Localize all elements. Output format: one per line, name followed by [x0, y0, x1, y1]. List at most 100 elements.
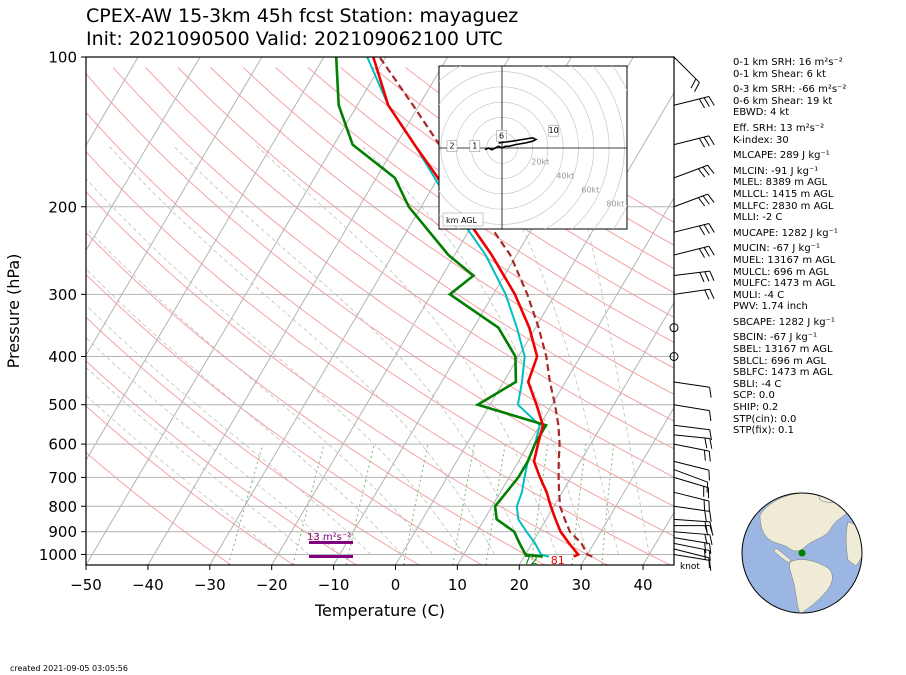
mixing-ratio-line: [452, 443, 475, 565]
isotherm: [86, 57, 325, 462]
x-tick-label: −10: [318, 576, 350, 594]
sounding-index: MUCAPE: 1282 J kg⁻¹: [733, 227, 838, 239]
sounding-index: MLCAPE: 289 J kg⁻¹: [733, 150, 830, 162]
wind-barbs: [669, 56, 715, 571]
sounding-index: MULFC: 1473 m AGL: [733, 278, 836, 290]
moist-adiabats: [86, 144, 650, 555]
wind-barb: [673, 95, 715, 109]
hodograph-trace: [484, 136, 538, 151]
station-marker: [798, 549, 806, 557]
wind-barb: [673, 164, 715, 179]
chart-title: CPEX-AW 15-3km 45h fcst Station: mayague…: [86, 5, 518, 51]
dry-adiabat: [86, 191, 608, 565]
dry-adiabat: [86, 111, 674, 537]
hodograph-height-label: 6: [496, 130, 507, 142]
moist-adiabat: [86, 268, 403, 555]
moist-adiabat: [86, 337, 341, 555]
sounding-index: MLCIN: -91 J kg⁻¹: [733, 165, 819, 177]
isotherm: [147, 57, 449, 565]
srh-bar: [309, 541, 353, 544]
sounding-index: SBLI: -4 C: [733, 378, 782, 390]
mixing-ratio-line: [530, 444, 549, 565]
moist-adiabat: [86, 178, 464, 555]
wind-barb: [673, 424, 712, 441]
dry-adiabat: [112, 67, 674, 478]
isobars: [86, 57, 674, 555]
sounding-index: STP(cin): 0.0: [733, 413, 797, 425]
y-tick-label: 600: [48, 436, 77, 454]
sounding-index: K-index: 30: [733, 134, 789, 146]
x-tick-label: −50: [70, 576, 102, 594]
x-axis-ticks: −50 −40 −30 −20 −10 0 10 20 30 40: [70, 565, 653, 594]
surface-dewpoint-label: 72: [524, 554, 538, 567]
y-tick-label: 100: [48, 49, 77, 67]
y-tick-label: 400: [48, 348, 77, 366]
wind-barb: [673, 404, 712, 422]
hodograph-height-label: 10: [548, 124, 559, 137]
wind-barb: [673, 531, 713, 546]
y-axis-label: Pressure (hPa): [4, 254, 23, 369]
wind-barb: [673, 460, 710, 481]
sounding-indices-panel: 0-1 km SRH: 16 m²s⁻² 0-1 km Shear: 6 kt 0-…: [733, 57, 846, 437]
sounding-index: PWV: 1.74 inch: [733, 301, 808, 313]
wind-barb: [673, 548, 710, 569]
sounding-index: Eff. SRH: 13 m²s⁻²: [733, 122, 825, 134]
x-axis-label: Temperature (C): [314, 601, 445, 620]
x-tick-label: 20: [510, 576, 529, 594]
sounding-index: MUEL: 13167 m AGL: [733, 254, 836, 266]
srh-bar-surface: [309, 555, 353, 558]
title-line-1: CPEX-AW 15-3km 45h fcst Station: mayague…: [86, 5, 519, 27]
wind-barb: [673, 222, 715, 236]
moist-adiabat: [86, 394, 279, 555]
isotherm: [518, 301, 674, 565]
hodograph-inset: 20kt 40kt 60kt 80kt 2 1 6 10 km AGL: [438, 65, 628, 230]
hodograph-label-box: [442, 212, 484, 227]
svg-text:6: 6: [499, 131, 504, 140]
isotherm: [86, 57, 387, 565]
dry-adiabat: [145, 67, 674, 450]
station-globe: [741, 492, 863, 614]
sounding-index: MLLCL: 1415 m AGL: [733, 188, 834, 200]
isotherms: [86, 57, 674, 565]
wind-barb: [673, 135, 715, 148]
wind-barb: [673, 518, 713, 533]
sounding-index: SCP: 0.0: [733, 390, 775, 402]
title-line-2: Init: 2021090500 Valid: 202109062100 UTC: [86, 28, 503, 50]
dry-adiabat: [210, 67, 674, 395]
mixing-ratio-line: [345, 443, 375, 565]
sounding-index: SHIP: 0.2: [733, 402, 779, 414]
hodograph-height-labels: 2 1 6 10: [446, 124, 559, 152]
created-timestamp: created 2021-09-05 03:05:56: [10, 664, 128, 673]
hodograph-ring-label: 20kt: [531, 157, 549, 166]
wind-barb: [673, 434, 713, 449]
globe-land-central-america: [773, 547, 792, 564]
x-tick-label: 30: [572, 576, 591, 594]
sounding-index: STP(fix): 0.1: [733, 425, 794, 437]
dry-adiabat: [86, 273, 483, 565]
moist-adiabat: [473, 144, 619, 555]
sounding-index: SBLCL: 696 m AGL: [733, 355, 827, 367]
sounding-index: EBWD: 4 kt: [733, 107, 790, 119]
globe-land-south-america: [789, 559, 833, 613]
dry-adiabat: [86, 451, 232, 565]
sounding-index: MUCIN: -67 J kg⁻¹: [733, 243, 820, 255]
wind-barb: [673, 443, 711, 462]
sounding-index: MULI: -4 C: [733, 289, 785, 301]
hodograph-ring-labels: 20kt 40kt 60kt 80kt: [531, 157, 624, 208]
moist-adiabat: [564, 144, 650, 555]
wind-barb: [673, 288, 715, 300]
dry-adiabat: [86, 72, 674, 507]
sounding-index: MLLFC: 2830 m AGL: [733, 200, 834, 212]
dry-adiabat: [275, 67, 674, 344]
sounding-index: MLEL: 8389 m AGL: [733, 177, 828, 189]
svg-text:1: 1: [472, 142, 477, 151]
hodograph-height-label: 2: [446, 140, 458, 152]
mixing-ratio-line: [601, 444, 615, 565]
wind-barb: [673, 537, 712, 554]
svg-text:2: 2: [449, 142, 454, 151]
dry-adiabat: [177, 67, 674, 422]
sounding-index: 0-3 km SRH: -66 m²s⁻²: [733, 84, 847, 96]
wind-barb: [673, 381, 712, 398]
mixing-ratio-line: [485, 444, 506, 565]
